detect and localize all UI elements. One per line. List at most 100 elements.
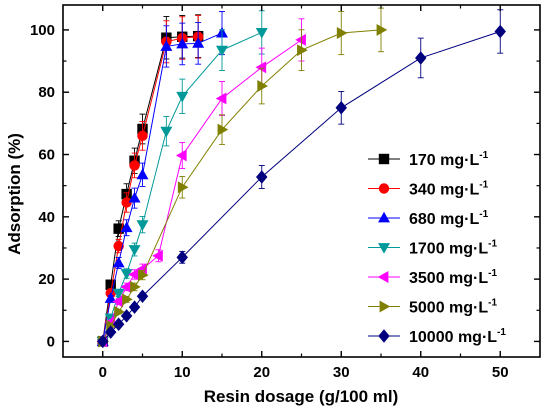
data-point bbox=[138, 269, 149, 282]
data-point bbox=[136, 289, 149, 304]
data-point bbox=[128, 300, 141, 314]
legend-marker bbox=[379, 300, 391, 313]
series-7 bbox=[97, 9, 506, 349]
legend-label-main: 340 mg·L bbox=[409, 182, 479, 199]
legend-label-main: 10000 mg·L bbox=[409, 329, 497, 346]
legend-label-main: 3500 mg·L bbox=[409, 270, 488, 287]
data-point bbox=[136, 168, 149, 180]
data-point bbox=[255, 61, 267, 74]
legend-label: 1700 mg·L-1 bbox=[409, 239, 497, 258]
legend-label-main: 170 mg·L bbox=[409, 152, 479, 169]
data-point bbox=[120, 269, 133, 280]
series-3 bbox=[96, 10, 228, 346]
legend-marker bbox=[378, 183, 390, 194]
legend-marker bbox=[377, 271, 389, 283]
legend-label: 340 mg·L-1 bbox=[409, 180, 489, 199]
x-tick-label: 20 bbox=[253, 364, 270, 381]
legend-item: 1700 mg·L-1 bbox=[368, 239, 497, 258]
data-point bbox=[192, 37, 205, 48]
series-2 bbox=[97, 14, 204, 347]
data-point bbox=[177, 181, 189, 194]
data-point bbox=[152, 249, 163, 262]
series-4 bbox=[96, 10, 268, 348]
y-axis-title: Adsorption (%) bbox=[5, 133, 24, 255]
data-point bbox=[335, 101, 347, 115]
data-point bbox=[176, 250, 188, 265]
y-tick-label: 0 bbox=[47, 333, 55, 350]
legend-marker bbox=[378, 153, 390, 165]
legend-label-sup: -1 bbox=[488, 298, 497, 309]
data-point bbox=[217, 123, 229, 136]
data-point bbox=[130, 280, 141, 293]
data-point bbox=[176, 149, 187, 162]
data-point bbox=[415, 51, 427, 65]
data-point bbox=[136, 220, 149, 231]
data-point bbox=[129, 160, 140, 171]
legend-item: 170 mg·L-1 bbox=[368, 150, 489, 169]
series-line bbox=[102, 31, 262, 342]
legend-item: 10000 mg·L-1 bbox=[368, 327, 506, 346]
y-tick-label: 80 bbox=[38, 84, 55, 101]
data-point bbox=[215, 92, 227, 105]
legend-label-sup: -1 bbox=[488, 268, 497, 279]
data-point bbox=[121, 197, 132, 208]
legend-marker bbox=[378, 211, 390, 223]
legend-item: 680 mg·L-1 bbox=[368, 209, 489, 228]
data-point bbox=[120, 280, 132, 293]
legend-label: 3500 mg·L-1 bbox=[409, 268, 497, 287]
data-point bbox=[112, 256, 125, 268]
data-point bbox=[97, 334, 109, 349]
data-point bbox=[104, 292, 117, 303]
data-point bbox=[160, 40, 173, 51]
legend-label-sup: -1 bbox=[479, 150, 488, 161]
data-point bbox=[176, 91, 189, 103]
data-point bbox=[376, 23, 388, 36]
data-point bbox=[297, 44, 308, 57]
x-tick-label: 10 bbox=[174, 364, 191, 381]
legend-label-main: 680 mg·L bbox=[409, 211, 479, 228]
legend-label: 10000 mg·L-1 bbox=[409, 327, 506, 346]
data-point bbox=[176, 37, 189, 49]
legend-item: 3500 mg·L-1 bbox=[368, 268, 497, 287]
legend-marker bbox=[378, 243, 390, 254]
legend-label-main: 1700 mg·L bbox=[409, 241, 488, 258]
legend-marker bbox=[378, 329, 390, 343]
series-layer bbox=[96, 7, 506, 349]
data-point bbox=[216, 45, 228, 57]
legend-label-sup: -1 bbox=[497, 327, 506, 338]
axes-layer: 0 10 20 30 40 50 0 20 40 60 80 100 bbox=[30, 4, 541, 381]
data-point bbox=[120, 309, 133, 323]
series-line bbox=[102, 32, 223, 342]
data-point bbox=[160, 126, 173, 138]
data-point bbox=[256, 170, 268, 184]
data-point bbox=[113, 223, 124, 234]
data-point bbox=[128, 245, 141, 256]
y-tick-label: 60 bbox=[38, 147, 55, 164]
legend-item: 5000 mg·L-1 bbox=[368, 298, 497, 317]
x-tick-label: 0 bbox=[99, 364, 107, 381]
data-point bbox=[112, 288, 125, 300]
y-tick-label: 40 bbox=[38, 209, 55, 226]
data-point bbox=[255, 27, 268, 39]
data-point bbox=[105, 279, 116, 290]
data-point bbox=[114, 305, 125, 318]
x-tick-label: 40 bbox=[412, 364, 429, 381]
data-point bbox=[336, 27, 348, 40]
data-point bbox=[128, 268, 139, 281]
data-point bbox=[120, 221, 133, 233]
data-point bbox=[104, 325, 117, 339]
x-tick-label: 30 bbox=[333, 364, 350, 381]
data-point bbox=[122, 293, 133, 306]
legend-label: 170 mg·L-1 bbox=[409, 150, 489, 169]
data-point bbox=[128, 191, 141, 203]
data-point bbox=[113, 240, 124, 252]
y-tick-label: 100 bbox=[30, 22, 55, 39]
series-line bbox=[102, 39, 302, 342]
legend-label-sup: -1 bbox=[479, 209, 488, 220]
legend-label: 5000 mg·L-1 bbox=[409, 298, 497, 317]
legend-label-main: 5000 mg·L bbox=[409, 300, 488, 317]
data-point bbox=[295, 33, 306, 46]
x-axis-title: Resin dosage (g/100 ml) bbox=[204, 387, 399, 406]
